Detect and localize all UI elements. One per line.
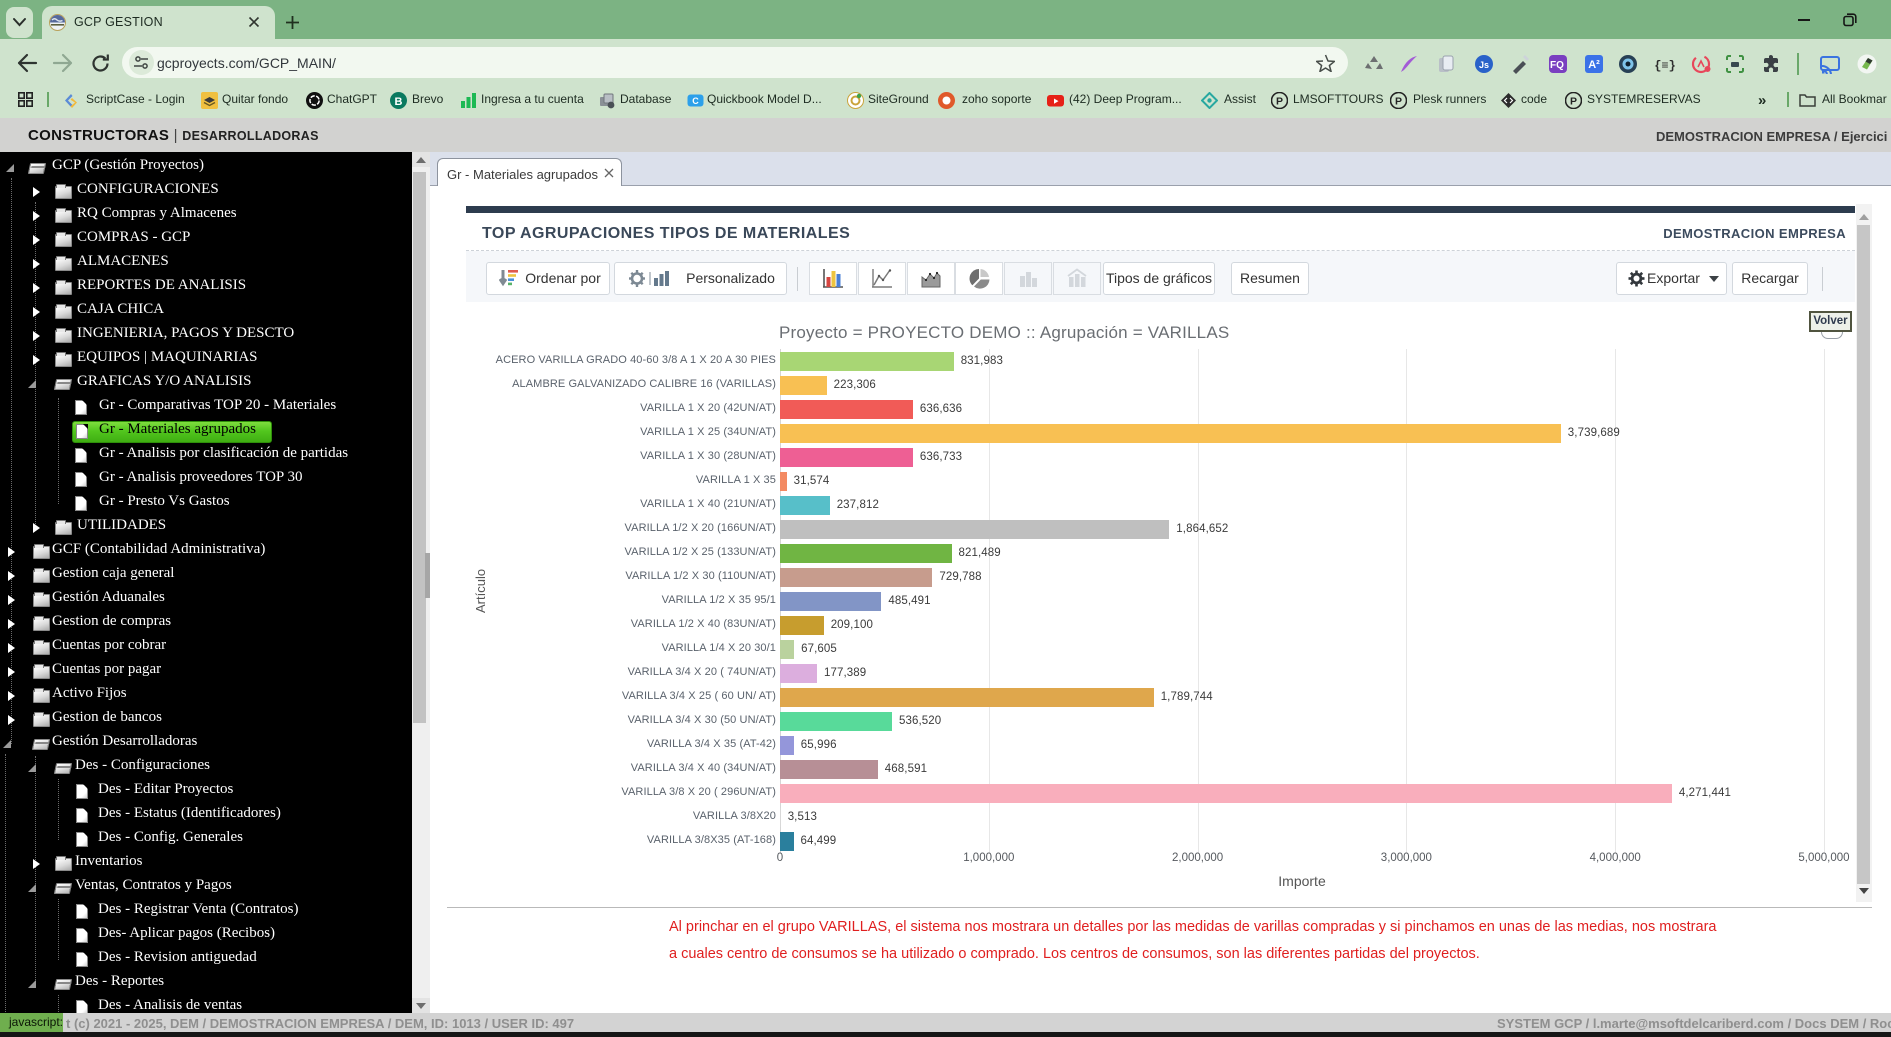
svg-text:{≡}: {≡}	[1655, 59, 1675, 73]
svg-text:C: C	[692, 96, 699, 106]
svg-text:P: P	[1395, 96, 1402, 108]
svg-text:FQ: FQ	[1550, 60, 1564, 71]
svg-text:Js: Js	[1479, 60, 1489, 70]
svg-text:A²: A²	[1588, 59, 1600, 71]
svg-text:P: P	[1276, 96, 1283, 108]
svg-text:P: P	[1570, 96, 1577, 108]
svg-text:B: B	[395, 96, 403, 108]
